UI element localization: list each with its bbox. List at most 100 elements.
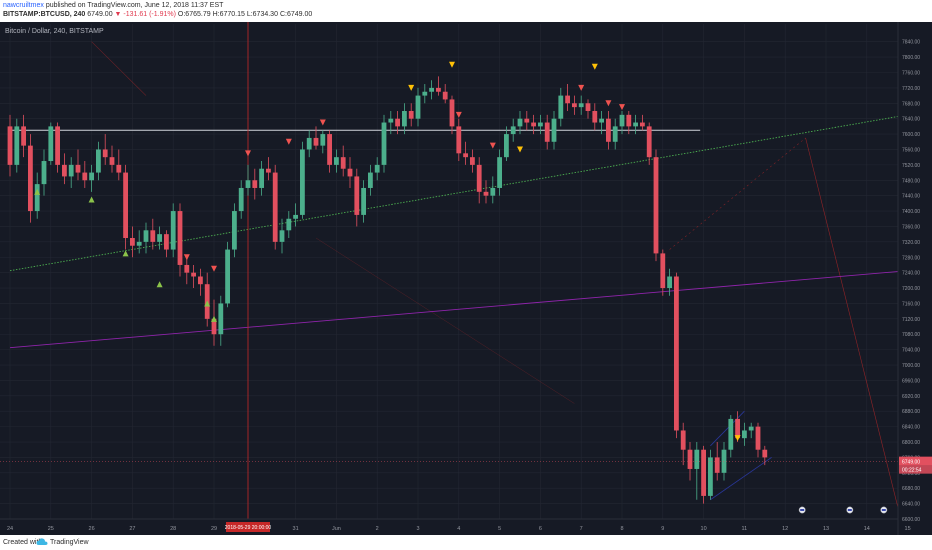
sell-signal-marker xyxy=(578,84,585,91)
last-price-badge-label: 6749.00 xyxy=(902,460,920,466)
candle-body xyxy=(626,114,632,127)
yellow-signal-marker xyxy=(734,435,741,442)
time-tick-label: 11 xyxy=(742,526,748,532)
candle-body xyxy=(402,110,407,127)
buy-signal-marker xyxy=(122,250,129,257)
buy-signal-marker xyxy=(156,281,163,288)
time-tick-label: 12 xyxy=(782,526,788,532)
candle-body xyxy=(660,253,666,289)
last-price-badge xyxy=(899,456,932,466)
countdown-label: 00:22:54 xyxy=(902,468,922,474)
price-tick-label: 7240.00 xyxy=(902,271,920,277)
channel-upper-line xyxy=(710,410,745,447)
candle-body xyxy=(578,103,584,108)
candle-body xyxy=(157,234,162,242)
candle-body xyxy=(388,118,394,123)
candle-body xyxy=(89,172,94,181)
price-tick-label: 6960.00 xyxy=(902,378,920,384)
candle-body xyxy=(395,118,400,127)
candle-body xyxy=(551,118,557,142)
candle-body xyxy=(572,103,577,108)
candle-body xyxy=(259,168,264,188)
time-tick-label: 25 xyxy=(48,526,54,532)
green-trendline xyxy=(9,114,908,272)
candle-body xyxy=(272,172,278,242)
candle-body xyxy=(714,457,720,473)
candle-body xyxy=(75,164,81,173)
price-tick-label: 7720.00 xyxy=(902,86,920,92)
candle-body xyxy=(68,164,74,177)
price-change: ▼ -131.61 (-1.91%) xyxy=(114,11,176,18)
candle-body xyxy=(109,157,115,165)
candle-body xyxy=(82,172,88,181)
candle-body xyxy=(463,153,468,158)
countdown-badge xyxy=(899,465,932,474)
price-tick-label: 7520.00 xyxy=(902,163,920,169)
candle-body xyxy=(449,99,455,127)
sell-signal-marker xyxy=(455,111,462,118)
candlestick-chart[interactable]: 7840.00 7800.00 7760.00 7720.00 7680.00 7640.… xyxy=(0,22,932,535)
price-tick-label: 6800.00 xyxy=(902,440,920,446)
symbol-ohlc-row: BITSTAMP:BTCUSD, 240 6749.00 ▼ -131.61 (… xyxy=(3,11,312,18)
candle-body xyxy=(640,122,645,127)
published-text: published on TradingView.com, June 12, 2… xyxy=(45,2,224,9)
tradingview-brand[interactable]: TradingView xyxy=(50,539,89,546)
price-tick-label: 7640.00 xyxy=(902,117,920,123)
price-tick-label: 6920.00 xyxy=(902,394,920,400)
candle-body xyxy=(55,126,60,165)
time-tick-label: 7 xyxy=(580,526,583,532)
symbol-label: BITSTAMP:BTCUSD, 240 xyxy=(3,11,86,18)
candle-body xyxy=(483,191,489,196)
candle-body xyxy=(245,180,251,188)
price-tick-label: 7040.00 xyxy=(902,348,920,354)
event-flag-icon xyxy=(847,509,852,511)
time-tick-label: 28 xyxy=(170,526,176,532)
time-tick-label: 27 xyxy=(129,526,135,532)
candle-body xyxy=(687,449,693,469)
author-link[interactable]: nawcruiltmex xyxy=(3,2,44,9)
candle-body xyxy=(633,122,638,127)
candle-body xyxy=(170,211,176,250)
yellow-signal-marker xyxy=(591,63,598,70)
candle-body xyxy=(708,457,713,496)
candle-body xyxy=(320,134,326,146)
price-tick-label: 7800.00 xyxy=(902,55,920,61)
time-tick-label: Jun xyxy=(332,526,341,532)
time-tick-label: 26 xyxy=(89,526,95,532)
time-tick-label: 13 xyxy=(823,526,829,532)
yellow-signal-marker xyxy=(517,146,523,153)
channel-lower-line xyxy=(710,457,772,501)
time-tick-label: 8 xyxy=(620,526,623,532)
candle-body xyxy=(470,157,475,165)
candle-body xyxy=(123,172,128,239)
candle-body xyxy=(306,137,312,150)
candle-body xyxy=(680,430,686,450)
sell-signal-marker xyxy=(211,265,217,272)
time-tick-label: 24 xyxy=(7,526,13,532)
candle-body xyxy=(184,264,190,273)
time-tick-label: 9 xyxy=(661,526,664,532)
chart-panel[interactable]: 7840.00 7800.00 7760.00 7720.00 7680.00 7640.… xyxy=(0,22,932,535)
buy-signal-marker xyxy=(204,300,211,307)
sell-signal-marker xyxy=(619,104,625,111)
candle-body xyxy=(544,122,550,142)
price-tick-label: 7280.00 xyxy=(902,255,920,261)
candle-body xyxy=(21,126,26,146)
price-tick-label: 6840.00 xyxy=(902,425,920,431)
price-tick-label: 6600.00 xyxy=(902,517,920,523)
candle-body xyxy=(28,145,33,212)
chart-title: Bitcoin / Dollar, 240, BITSTAMP xyxy=(5,28,104,35)
candle-body xyxy=(218,303,224,335)
candle-body xyxy=(279,230,285,242)
high-value: H:6770.15 xyxy=(212,11,245,18)
candle-body xyxy=(266,168,271,173)
candle-body xyxy=(102,149,108,158)
candle-body xyxy=(164,234,169,250)
event-flag-icon xyxy=(881,509,886,511)
candle-body xyxy=(286,218,292,231)
candle-body xyxy=(429,87,434,92)
sell-signal-marker xyxy=(489,142,496,149)
price-tick-label: 6680.00 xyxy=(902,486,920,492)
candle-body xyxy=(565,95,570,104)
candle-body xyxy=(334,157,339,165)
